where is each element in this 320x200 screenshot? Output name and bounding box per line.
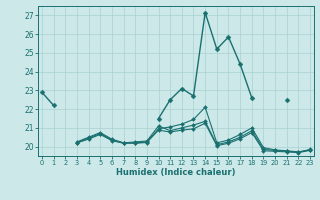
X-axis label: Humidex (Indice chaleur): Humidex (Indice chaleur): [116, 168, 236, 177]
